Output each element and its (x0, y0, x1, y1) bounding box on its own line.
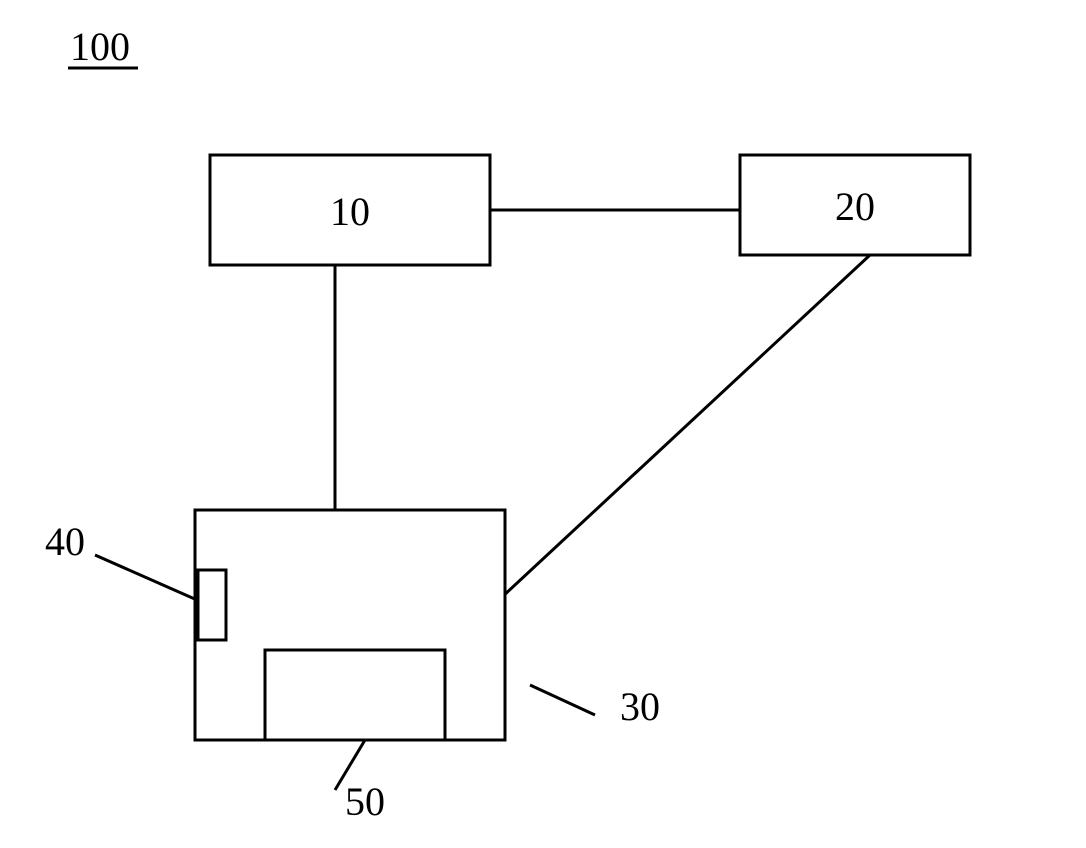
connector-line (445, 255, 870, 650)
figure-reference-label: 100 (70, 24, 130, 69)
block-n20-label: 20 (835, 184, 875, 229)
block-n30-label: 30 (620, 684, 660, 729)
block-n30-leader (530, 685, 595, 715)
block-n40-leader (95, 555, 197, 600)
block-n50-label: 50 (345, 779, 385, 824)
block-n50 (265, 650, 445, 740)
block-n40-label: 40 (45, 519, 85, 564)
block-n10-label: 10 (330, 189, 370, 234)
block-n40 (198, 570, 226, 640)
